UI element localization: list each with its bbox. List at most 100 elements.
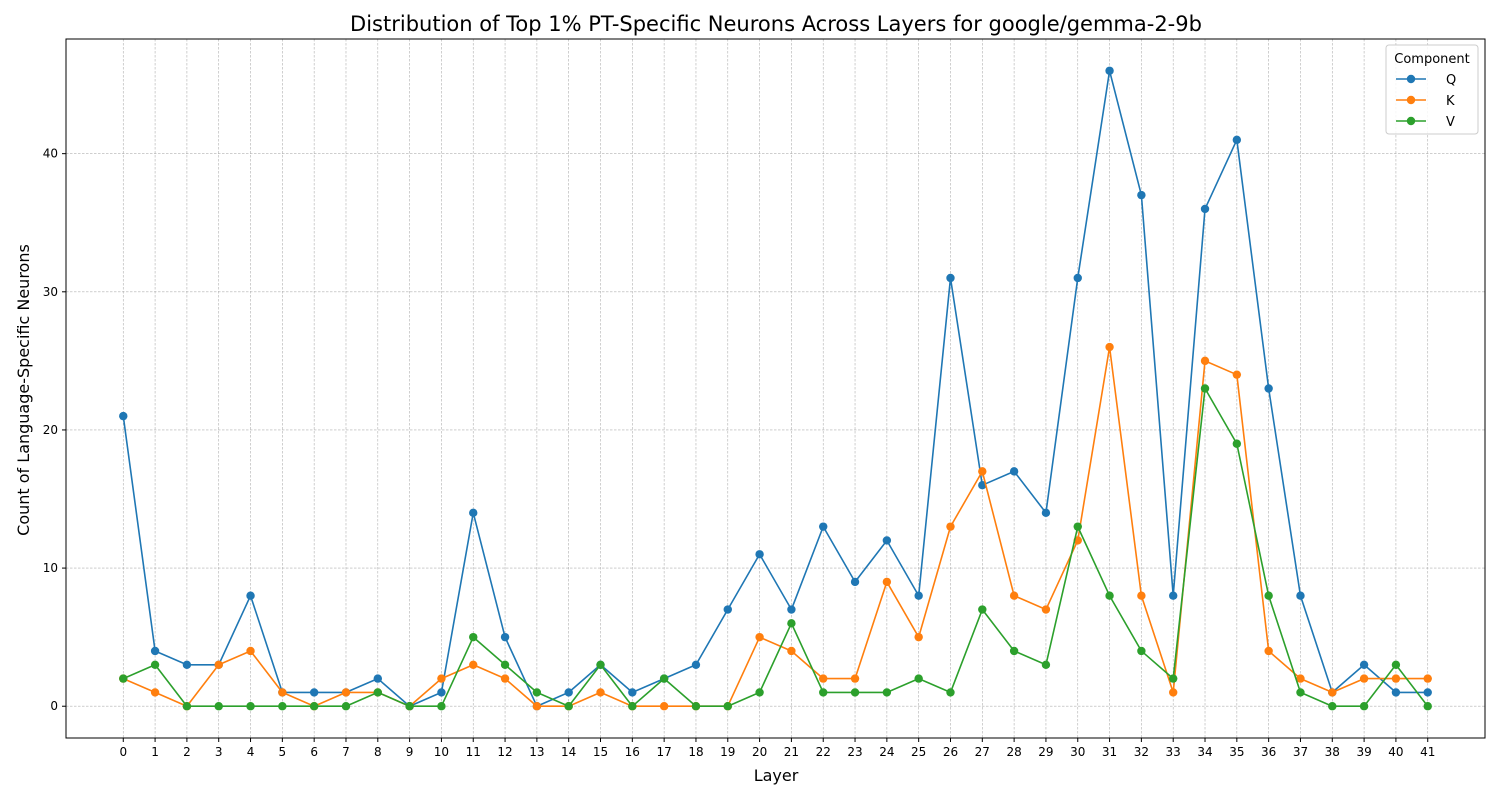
data-point-q (246, 591, 255, 600)
x-tick-label: 32 (1134, 745, 1149, 759)
grid-layer (66, 39, 1485, 738)
data-point-k (246, 646, 255, 656)
data-point-q (755, 550, 764, 559)
data-point-v (914, 674, 923, 683)
plot-area-frame (65, 38, 1486, 739)
data-point-q (914, 591, 923, 600)
data-point-v (1073, 522, 1082, 531)
data-point-v (564, 702, 573, 711)
data-point-k (437, 674, 446, 683)
legend-item-v: V (1396, 115, 1455, 130)
x-tick-label: 26 (943, 745, 958, 759)
x-tick-label: 41 (1420, 745, 1435, 759)
x-tick-label: 8 (374, 745, 382, 759)
data-point-v (500, 660, 510, 669)
x-tick-label: 33 (1166, 745, 1181, 759)
x-tick-label: 21 (784, 745, 799, 759)
data-point-v (787, 619, 796, 628)
data-point-q (819, 522, 828, 531)
data-point-q (1359, 660, 1369, 669)
x-tick-label: 9 (406, 745, 414, 759)
x-tick-label: 23 (847, 745, 862, 759)
x-tick-label: 24 (879, 745, 894, 759)
data-point-k (341, 688, 351, 697)
data-point-v (182, 702, 192, 711)
x-tick-label: 37 (1293, 745, 1308, 759)
data-point-v (850, 688, 860, 697)
x-tick-label: 5 (279, 745, 287, 759)
x-tick-label: 4 (247, 745, 255, 759)
data-point-k (278, 688, 287, 697)
data-point-k (1137, 591, 1146, 600)
data-point-q (850, 577, 860, 587)
y-axis-title: Count of Language-Specific Neurons (14, 244, 33, 536)
data-point-k (1391, 674, 1401, 683)
data-point-q (1391, 688, 1401, 697)
x-tick-label: 25 (911, 745, 926, 759)
data-point-v (1009, 646, 1019, 656)
data-point-q (309, 688, 319, 697)
data-point-v (978, 605, 987, 614)
data-point-k (1200, 356, 1210, 366)
legend-marker-k (1406, 95, 1416, 105)
x-tick-label: 11 (466, 745, 481, 759)
data-point-k (1359, 674, 1369, 683)
data-point-v (532, 688, 542, 697)
x-tick-label: 18 (688, 745, 703, 759)
data-point-k (946, 522, 955, 531)
data-point-v (246, 702, 255, 711)
data-point-q (1200, 204, 1210, 214)
data-point-k (787, 646, 796, 656)
data-point-k (1105, 342, 1114, 352)
x-axis-title: Layer (754, 766, 799, 785)
x-tick-label: 15 (593, 745, 608, 759)
data-point-q (628, 688, 637, 697)
x-tick-label: 31 (1102, 745, 1117, 759)
x-tick-label: 27 (975, 745, 990, 759)
data-point-k (755, 632, 764, 642)
data-point-v (373, 688, 382, 697)
data-point-q (119, 411, 128, 421)
data-point-q (978, 480, 987, 490)
data-point-v (1200, 384, 1210, 393)
data-point-k (469, 660, 478, 669)
data-point-k (1264, 646, 1273, 656)
data-point-v (1423, 702, 1432, 711)
y-tick-label: 40 (43, 147, 58, 161)
data-point-v (1391, 660, 1401, 669)
legend: Component QKV (1385, 44, 1479, 135)
data-point-q (1137, 190, 1146, 200)
data-point-v (882, 688, 892, 697)
data-point-v (1041, 660, 1051, 669)
x-tick-label: 36 (1261, 745, 1276, 759)
data-point-v (214, 702, 223, 711)
x-tick-label: 22 (816, 745, 831, 759)
x-tick-label: 6 (310, 745, 318, 759)
data-point-k (914, 632, 923, 642)
data-point-v (755, 688, 764, 697)
data-point-v (723, 702, 732, 711)
data-point-k (659, 702, 669, 711)
data-point-q (469, 508, 478, 518)
data-point-q (500, 632, 510, 642)
data-point-v (437, 702, 446, 711)
x-tick-label: 30 (1070, 745, 1085, 759)
data-point-v (691, 702, 701, 711)
data-point-k (214, 660, 223, 669)
data-point-q (1009, 467, 1019, 476)
data-point-q (564, 688, 573, 697)
x-tick-label: 35 (1229, 745, 1244, 759)
data-point-q (182, 660, 192, 669)
data-point-k (1041, 605, 1051, 614)
data-point-v (405, 702, 414, 711)
data-point-v (659, 674, 669, 683)
legend-label-v: V (1446, 115, 1455, 130)
data-point-v (1169, 674, 1178, 683)
x-tick-label: 1 (151, 745, 159, 759)
legend-label-q: Q (1446, 73, 1456, 88)
data-point-q (1232, 135, 1242, 145)
data-point-q (787, 605, 796, 614)
data-point-q (1105, 66, 1114, 75)
